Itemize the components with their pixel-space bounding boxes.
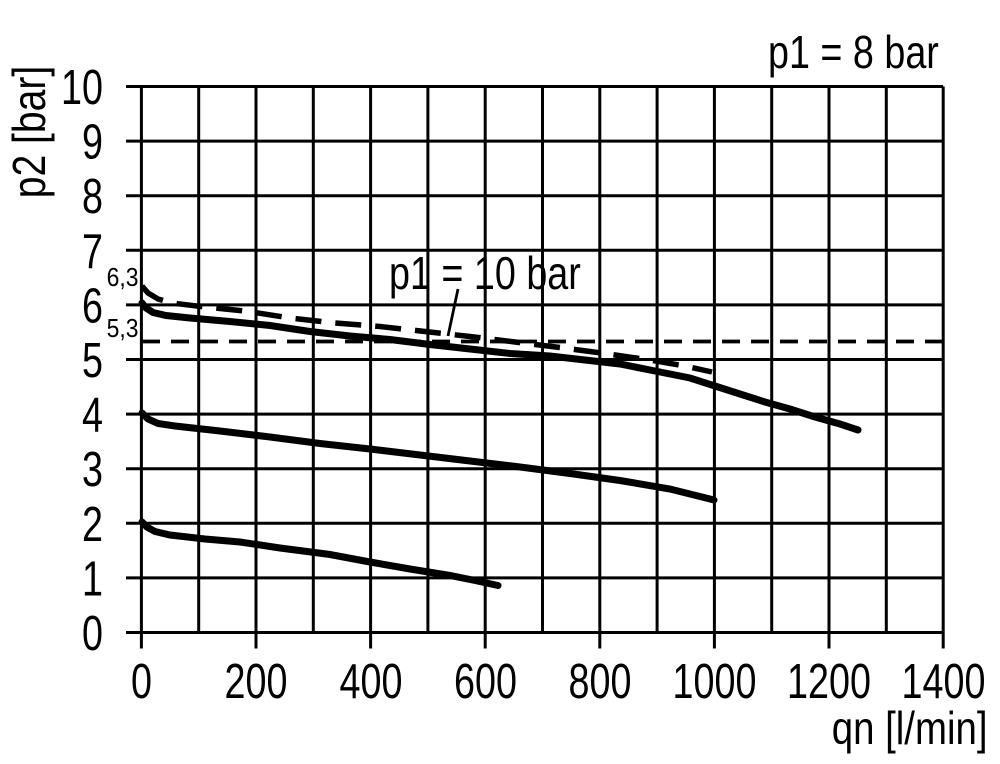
svg-text:2: 2 bbox=[82, 497, 103, 552]
svg-text:8: 8 bbox=[82, 169, 103, 224]
svg-text:5,3: 5,3 bbox=[107, 315, 139, 343]
svg-text:0: 0 bbox=[82, 606, 103, 661]
svg-text:9: 9 bbox=[82, 115, 103, 170]
svg-text:p1 = 10 bar: p1 = 10 bar bbox=[389, 247, 581, 298]
svg-text:p1 = 8 bar: p1 = 8 bar bbox=[768, 26, 939, 77]
svg-text:1200: 1200 bbox=[787, 654, 871, 709]
svg-text:800: 800 bbox=[569, 654, 632, 709]
svg-text:6: 6 bbox=[82, 279, 103, 334]
svg-text:1000: 1000 bbox=[673, 654, 757, 709]
svg-text:400: 400 bbox=[340, 654, 403, 709]
svg-text:1: 1 bbox=[82, 552, 103, 607]
svg-text:5: 5 bbox=[82, 333, 103, 388]
svg-text:p2 [bar]: p2 [bar] bbox=[4, 66, 56, 199]
svg-text:4: 4 bbox=[82, 388, 103, 443]
svg-text:7: 7 bbox=[82, 224, 103, 279]
svg-text:200: 200 bbox=[225, 654, 288, 709]
svg-text:0: 0 bbox=[131, 654, 152, 709]
svg-text:6,3: 6,3 bbox=[107, 264, 139, 292]
svg-text:3: 3 bbox=[82, 442, 103, 497]
svg-text:qn [l/min]: qn [l/min] bbox=[832, 703, 988, 754]
svg-text:600: 600 bbox=[454, 654, 517, 709]
svg-text:1400: 1400 bbox=[902, 654, 986, 709]
svg-text:10: 10 bbox=[61, 60, 103, 115]
